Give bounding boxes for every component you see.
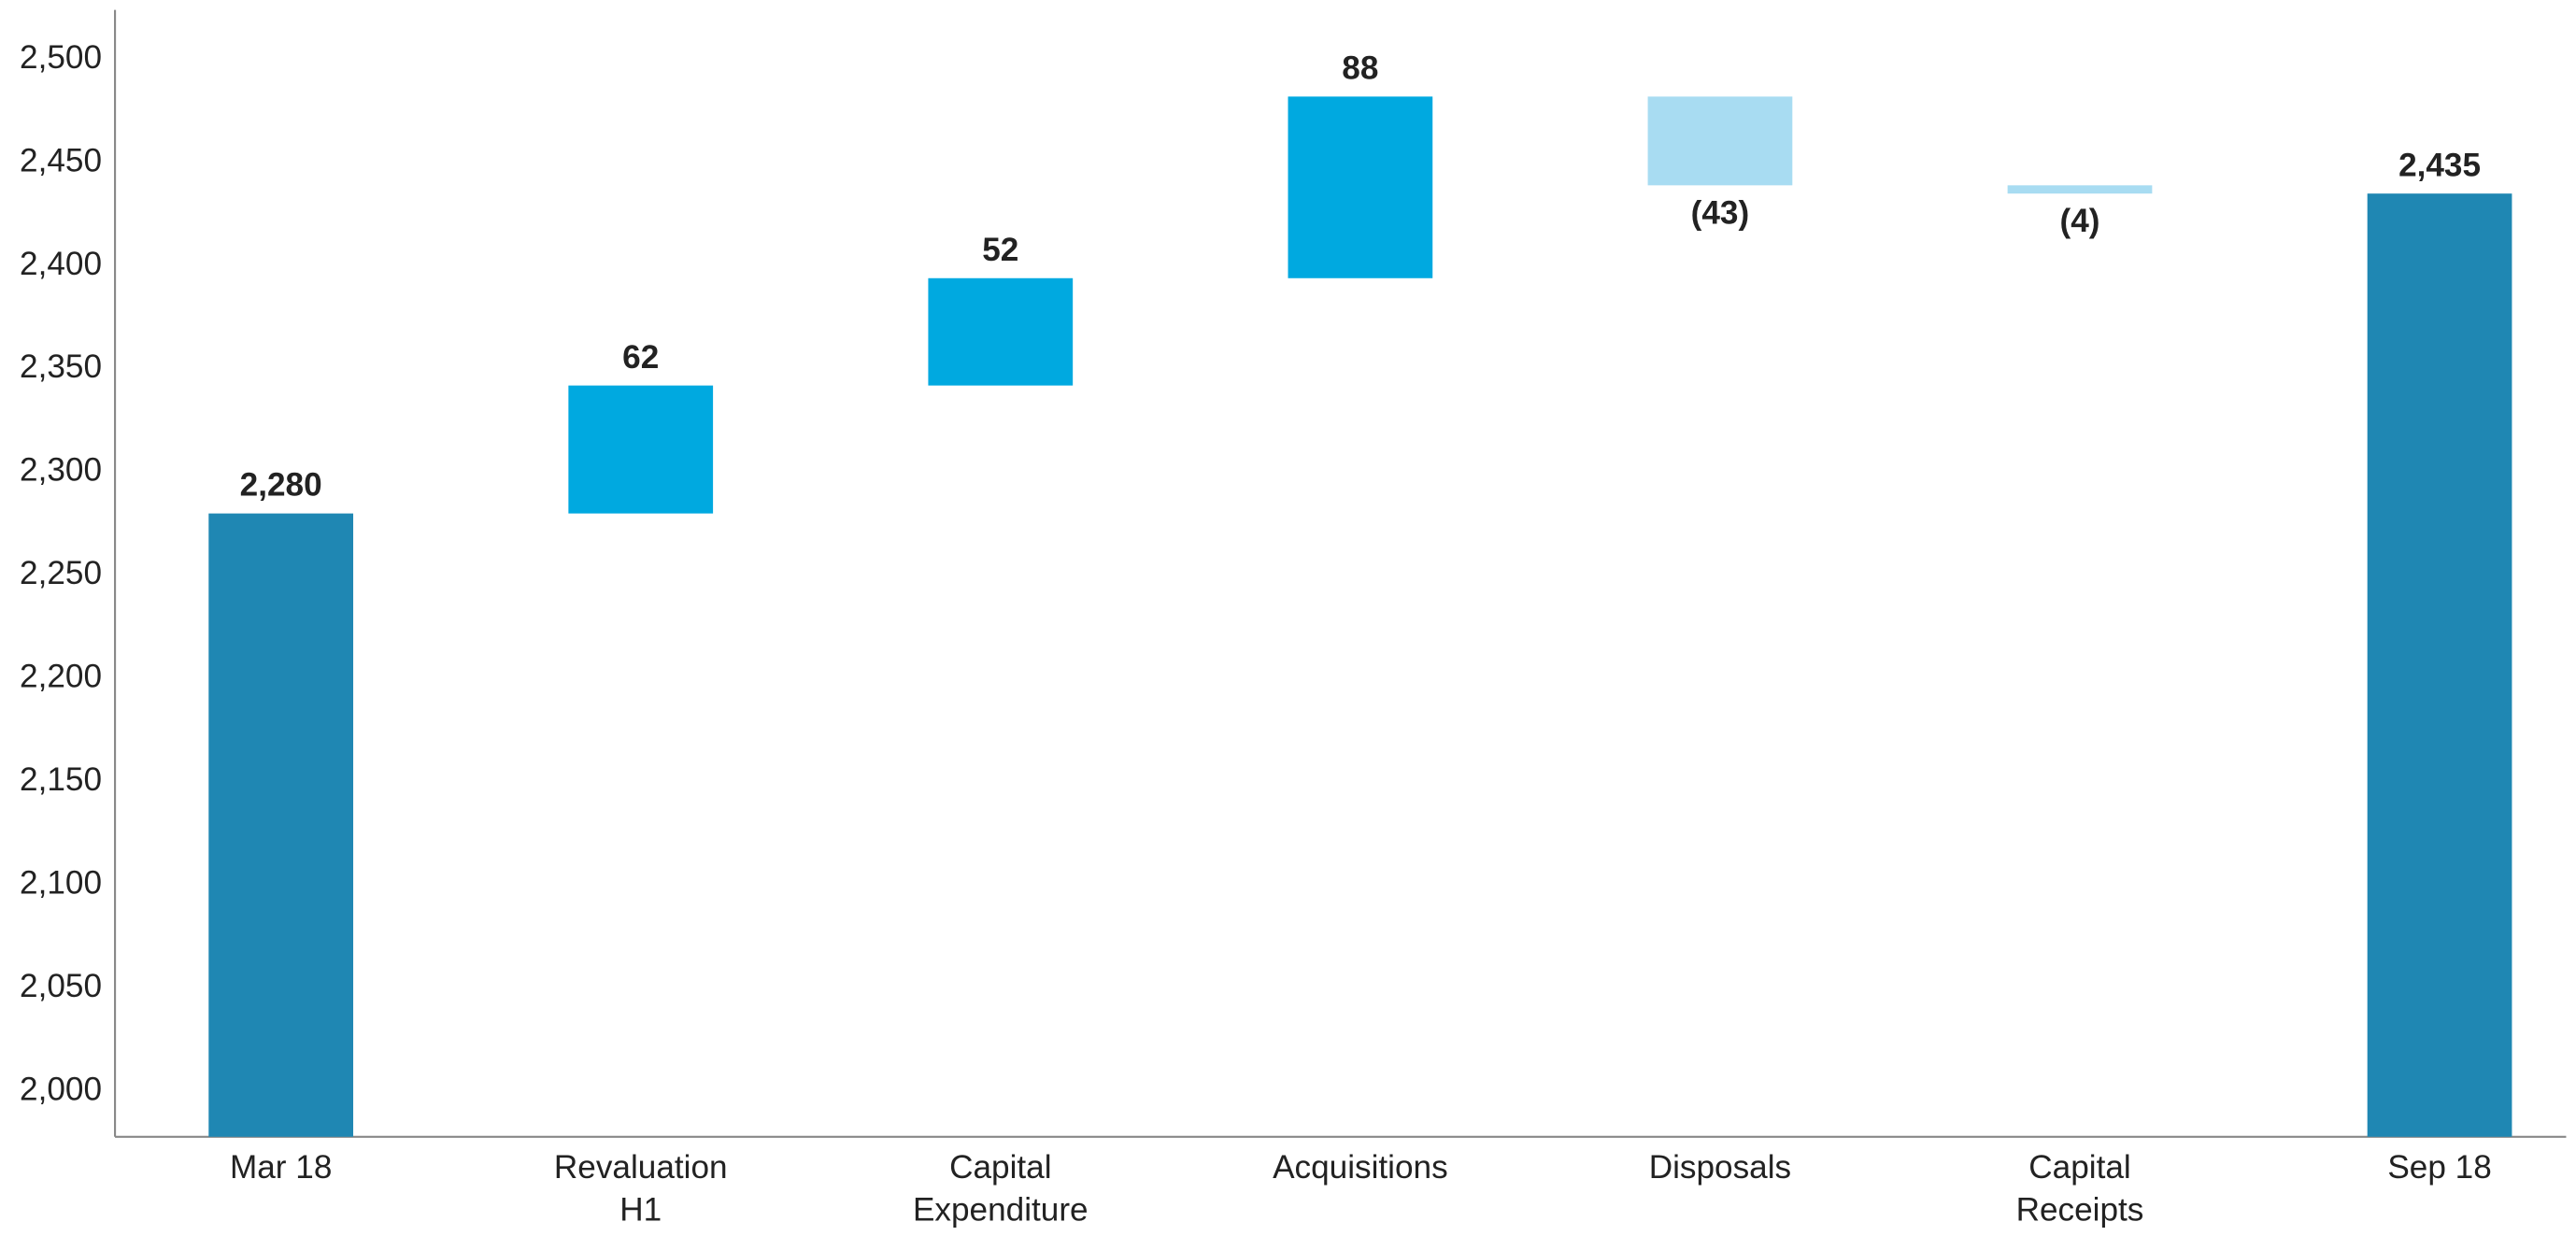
- value-label: 88: [1342, 50, 1378, 87]
- value-label: 52: [982, 232, 1018, 268]
- x-tick-label: Capital Expenditure: [913, 1149, 1089, 1229]
- y-tick-label: 2,500: [20, 39, 102, 76]
- y-tick-label: 2,100: [20, 865, 102, 902]
- y-tick-label: 2,300: [20, 452, 102, 489]
- y-tick-label: 2,050: [20, 968, 102, 1004]
- x-tick-label: Sep 18: [2387, 1149, 2491, 1186]
- y-tick-label: 2,350: [20, 348, 102, 385]
- y-tick-label: 2,450: [20, 142, 102, 178]
- bar: [2007, 185, 2153, 194]
- y-tick-label: 2,150: [20, 761, 102, 798]
- bar: [1647, 96, 1793, 186]
- bar: [2367, 193, 2512, 1137]
- y-tick-label: 2,200: [20, 659, 102, 695]
- x-tick-label: Capital Receipts: [2016, 1149, 2144, 1229]
- y-tick-label: 2,000: [20, 1071, 102, 1107]
- y-tick-label: 2,400: [20, 246, 102, 282]
- x-tick-label: Mar 18: [230, 1149, 332, 1186]
- value-label: 62: [622, 339, 659, 376]
- x-tick-label: Disposals: [1649, 1149, 1791, 1186]
- value-label: (4): [2060, 203, 2100, 239]
- bar: [568, 385, 714, 514]
- x-tick-label: Acquisitions: [1273, 1149, 1448, 1186]
- value-label: 2,435: [2398, 147, 2481, 183]
- value-label: 2,280: [240, 467, 322, 504]
- bar: [928, 277, 1074, 386]
- bar: [1288, 96, 1433, 278]
- x-tick-label: Revaluation H1: [554, 1149, 728, 1229]
- y-tick-label: 2,250: [20, 555, 102, 591]
- bar: [208, 513, 354, 1137]
- value-label: (43): [1691, 194, 1750, 231]
